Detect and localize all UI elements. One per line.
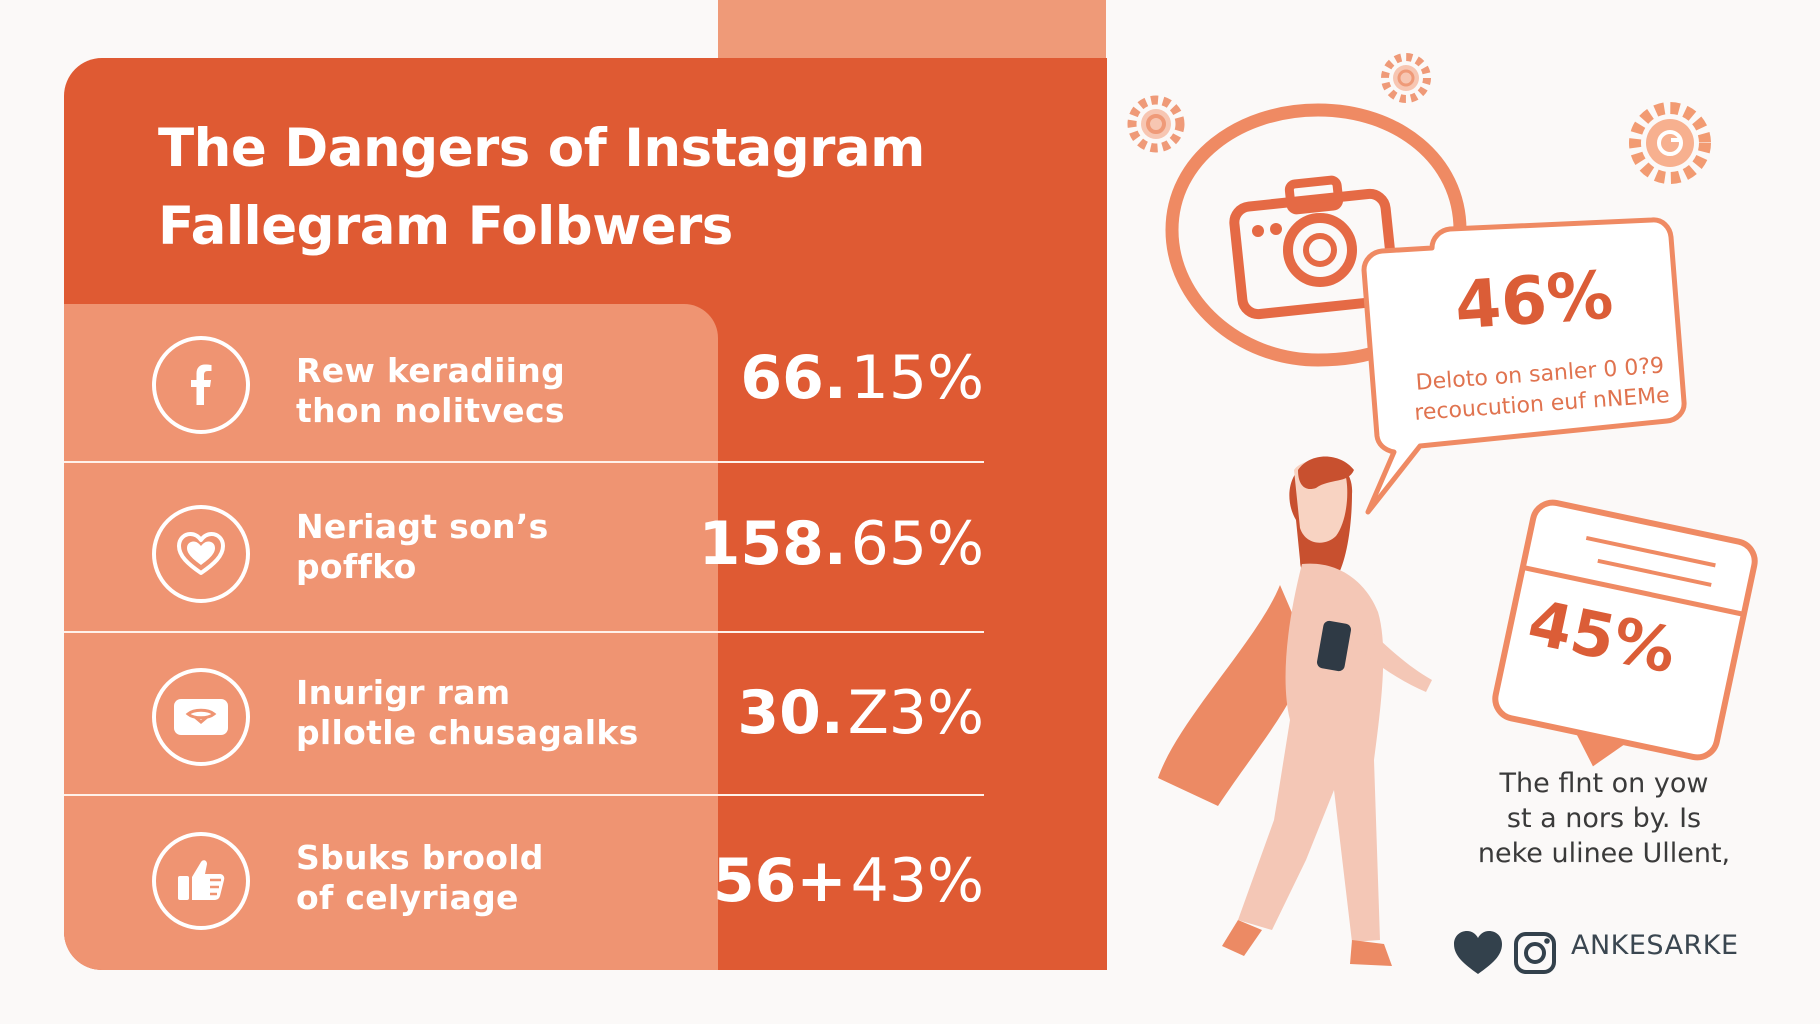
stat-row-label: Rew keradiing thon nolitvecs [296,351,565,431]
stat-label-line-2: poffko [296,547,417,586]
camera-stat-value: 46% [1452,256,1616,345]
stat-row: Inurigr ram pllotle chusagalks 30.Z3% [64,633,984,796]
stat-row-value: 158.65% [699,509,984,579]
stat-row: Sbuks broold of celyriage 56+43% [64,796,984,966]
heart-icon [152,505,250,603]
stat-row-value: 30.Z3% [737,678,984,748]
stat-row-value: 56+43% [713,846,984,916]
stat-label-line-2: of celyriage [296,878,519,917]
stat-value-major: 66. [740,343,847,413]
stat-speech-bubble [1361,217,1687,515]
caption-line-2: st a nors by. Is [1506,803,1702,834]
camera-icon [1229,175,1399,320]
gear-icon [1127,95,1185,153]
message-icon [152,668,250,766]
thumbs-up-icon [152,832,250,930]
caption-line-1: The flnt on yow [1499,768,1709,799]
title-line-1: The Dangers of Instagram [158,118,925,179]
stat-label-line-2: pllotle chusagalks [296,713,639,752]
gear-icon [1381,53,1431,103]
stat-row-label: Inurigr ram pllotle chusagalks [296,673,639,753]
stat-value-major: 30. [737,678,844,748]
top-accent-strip [718,0,1106,60]
stat-label-line-1: Inurigr ram [296,673,511,712]
stat-row: Rew keradiing thon nolitvecs 66.15% [64,295,984,463]
instagram-icon [1514,932,1556,974]
stat-label-line-2: thon nolitvecs [296,391,565,430]
illustration-caption: The flnt on yow st a nors by. Is neke ul… [1444,766,1764,871]
stat-value-minor: 43% [850,846,984,916]
row-divider [64,631,984,633]
stat-row-label: Sbuks broold of celyriage [296,838,544,918]
page-title: The Dangers of Instagram Fallegram Folbw… [158,110,925,266]
stat-value-minor: 15% [850,343,984,413]
woman-figure [1158,456,1432,966]
stat-value-minor: 65% [850,509,984,579]
title-line-2: Fallegram Folbwers [158,196,733,257]
row-divider [64,794,984,796]
stat-row: Neriagt son’s poffko 158.65% [64,463,984,633]
brand-name: ANKESARKE [1571,930,1739,961]
row-divider [64,461,984,463]
camera-speech-bubble [1165,103,1467,367]
stat-value-major: 158. [698,509,847,579]
caption-line-3: neke ulinee Ullent, [1477,838,1731,869]
heart-icon [1454,931,1502,974]
stat-card [1492,499,1758,767]
footer-brand: ANKESARKE [1455,930,1739,961]
stat-value-major: 56+ [712,846,847,916]
gear-icon [1629,102,1711,184]
stat-label-line-1: Rew keradiing [296,351,566,390]
stat-label-line-1: Neriagt son’s [296,507,549,546]
facebook-icon [152,336,250,434]
stat-row-value: 66.15% [740,343,984,413]
stat-value-minor: Z3% [847,678,984,748]
stat-label-line-1: Sbuks broold [296,838,544,877]
stat-row-label: Neriagt son’s poffko [296,507,549,587]
illustration [1127,53,1758,974]
